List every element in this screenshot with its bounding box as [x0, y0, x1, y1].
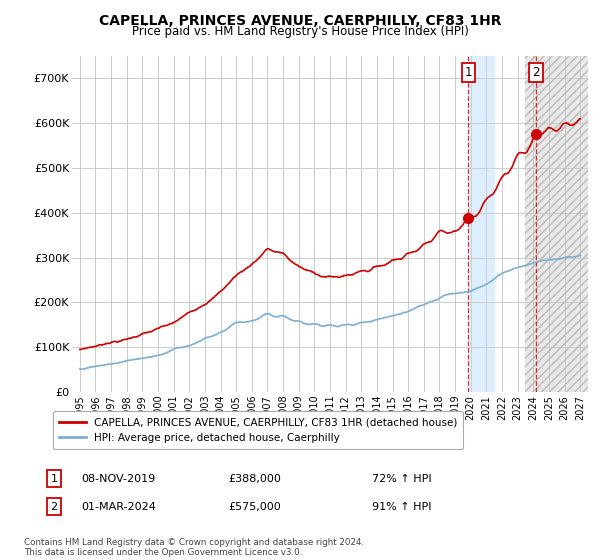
Bar — [469, 56, 494, 392]
Text: £575,000: £575,000 — [228, 502, 281, 512]
Text: 2: 2 — [532, 66, 539, 79]
Text: Price paid vs. HM Land Registry's House Price Index (HPI): Price paid vs. HM Land Registry's House … — [131, 25, 469, 38]
Bar — [526, 56, 588, 392]
Bar — [526, 56, 588, 392]
Text: 01-MAR-2024: 01-MAR-2024 — [81, 502, 156, 512]
Text: Contains HM Land Registry data © Crown copyright and database right 2024.
This d: Contains HM Land Registry data © Crown c… — [24, 538, 364, 557]
Text: 1: 1 — [464, 66, 472, 79]
Text: CAPELLA, PRINCES AVENUE, CAERPHILLY, CF83 1HR: CAPELLA, PRINCES AVENUE, CAERPHILLY, CF8… — [99, 14, 501, 28]
Text: 2: 2 — [50, 502, 58, 512]
Text: 72% ↑ HPI: 72% ↑ HPI — [372, 474, 431, 484]
Legend: CAPELLA, PRINCES AVENUE, CAERPHILLY, CF83 1HR (detached house), HPI: Average pri: CAPELLA, PRINCES AVENUE, CAERPHILLY, CF8… — [53, 411, 463, 449]
Text: 91% ↑ HPI: 91% ↑ HPI — [372, 502, 431, 512]
Text: £388,000: £388,000 — [228, 474, 281, 484]
Text: 08-NOV-2019: 08-NOV-2019 — [81, 474, 155, 484]
Text: 1: 1 — [50, 474, 58, 484]
